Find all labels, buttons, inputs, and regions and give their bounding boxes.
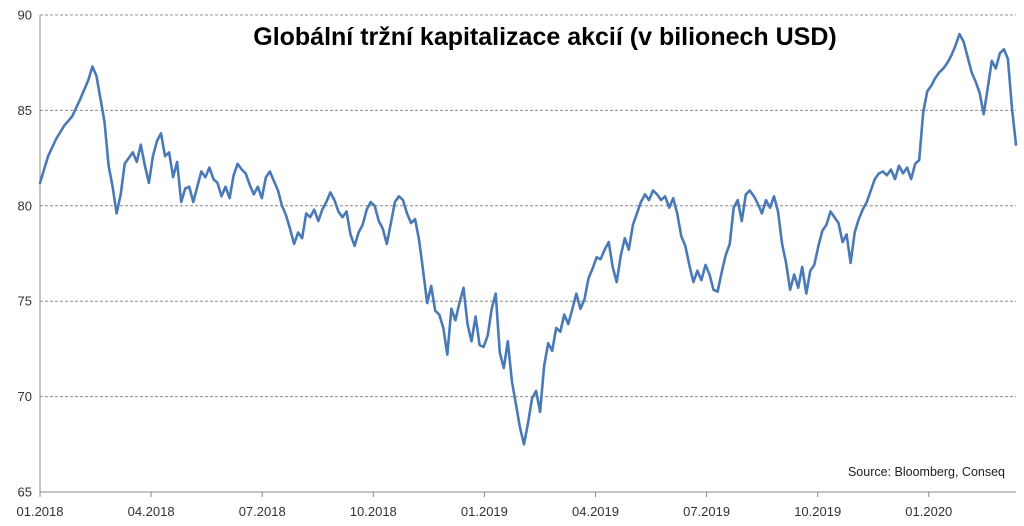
y-tick-labels: 65 70 75 80 85 90 — [18, 8, 32, 500]
x-tick-label: 04.2019 — [572, 504, 619, 519]
y-tick-label: 65 — [18, 485, 32, 500]
x-tick-label: 04.2018 — [128, 504, 175, 519]
y-tick-label: 85 — [18, 103, 32, 118]
series-layer — [38, 32, 1018, 446]
y-tick-label: 75 — [18, 294, 32, 309]
x-tick-label: 01.2019 — [461, 504, 508, 519]
y-tick-label: 90 — [18, 8, 32, 23]
gridlines — [40, 14, 1016, 398]
chart-title: Globální tržní kapitalizace akcií (v bil… — [253, 23, 836, 51]
x-tick-label: 10.2019 — [794, 504, 841, 519]
x-tick-label: 10.2018 — [350, 504, 397, 519]
x-tick-label: 07.2019 — [683, 504, 730, 519]
x-tick-label: 01.2020 — [905, 504, 952, 519]
series-line — [38, 32, 1018, 446]
y-tick-label: 70 — [18, 389, 32, 404]
x-tick-label: 01.2018 — [17, 504, 64, 519]
y-tick-label: 80 — [18, 198, 32, 213]
x-tick-label: 07.2018 — [239, 504, 286, 519]
x-tick-labels: 01.2018 04.2018 07.2018 10.2018 01.2019 04.20… — [17, 492, 952, 519]
source-note: Source: Bloomberg, Conseq — [848, 465, 1005, 479]
